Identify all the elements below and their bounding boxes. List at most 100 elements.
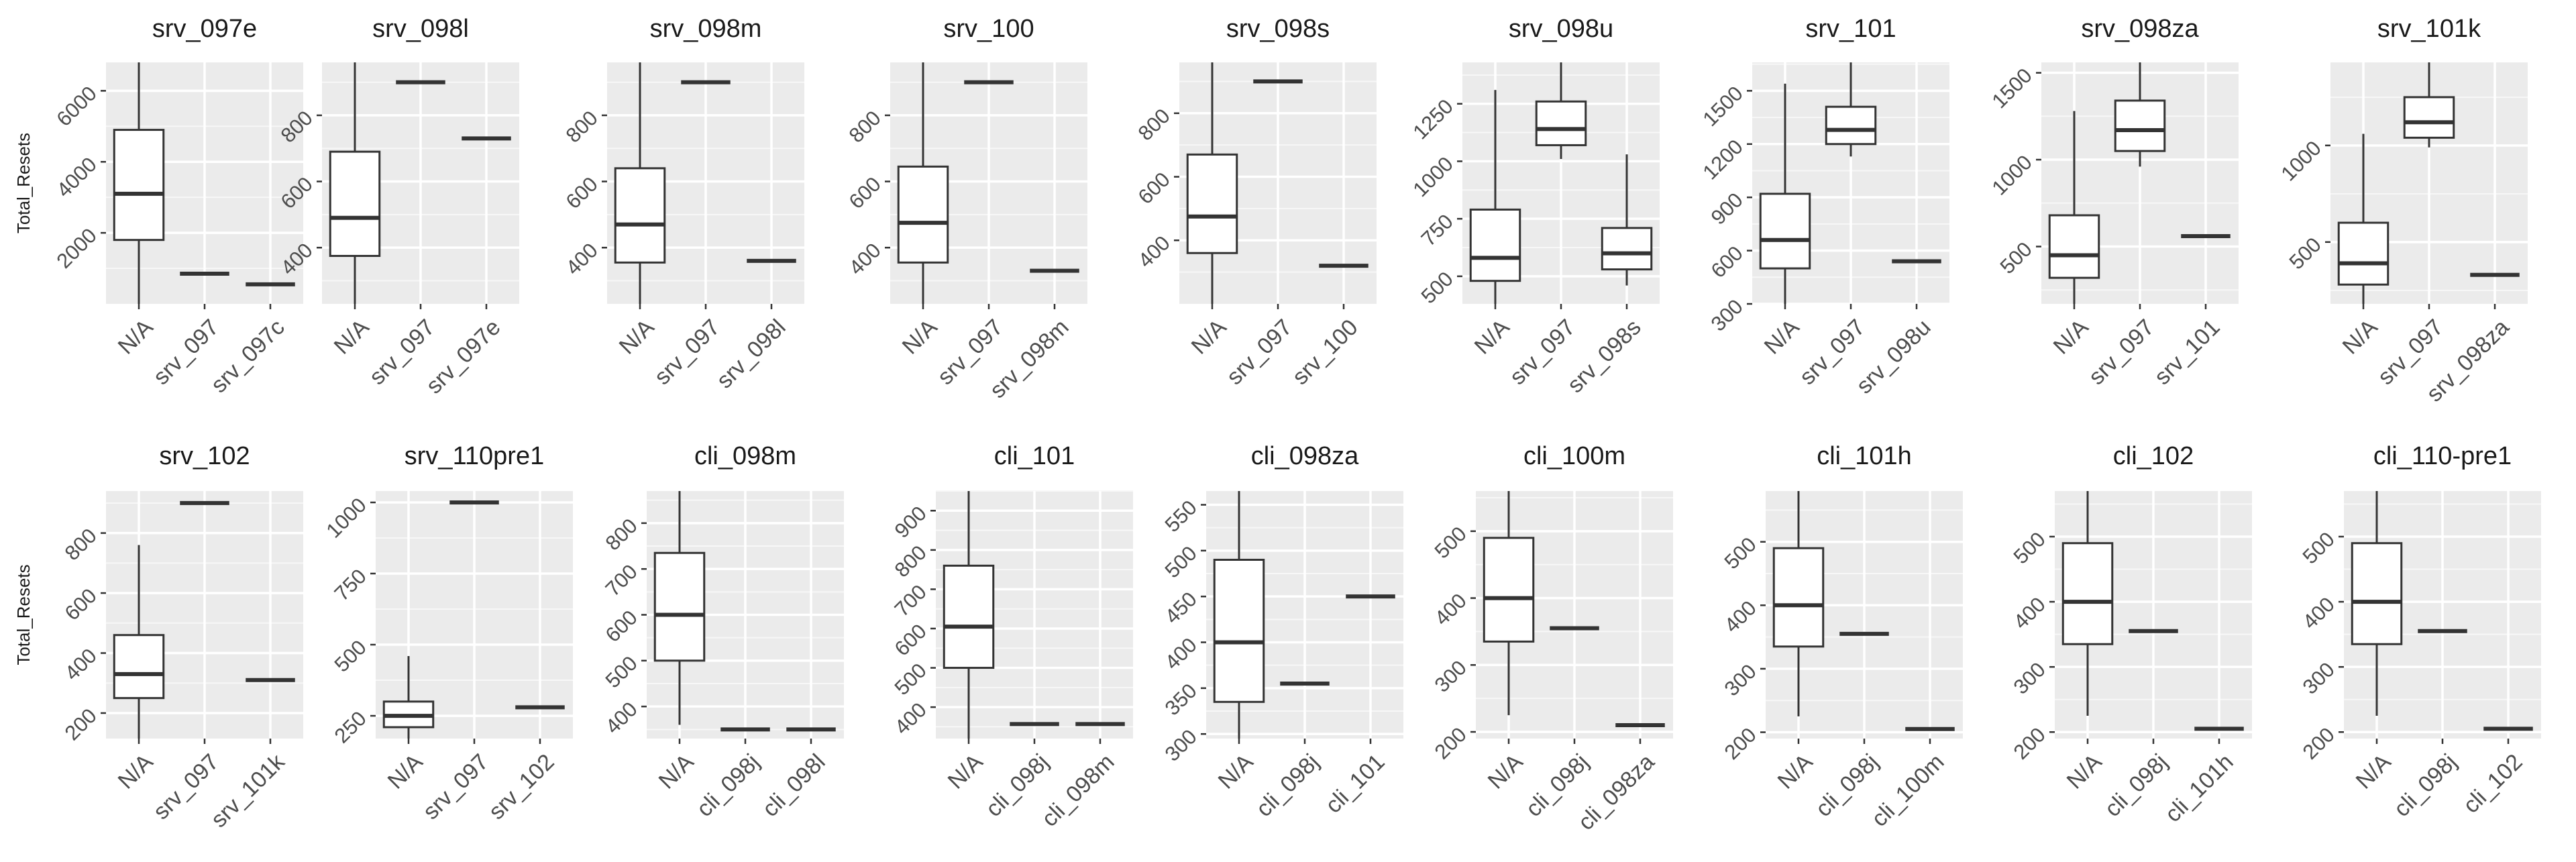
facet-title: srv_100 — [943, 15, 1034, 43]
box-body — [943, 564, 995, 669]
y-tick-label: 750 — [330, 564, 371, 605]
y-tick-label: 200 — [2009, 722, 2050, 763]
y-tick-label: 800 — [561, 106, 602, 147]
box-body — [2061, 542, 2114, 645]
y-tick-label: 400 — [601, 697, 642, 738]
y-tick-label: 600 — [561, 172, 602, 213]
x-tick-label: srv_097 — [2084, 315, 2159, 390]
x-tick-label: N/A — [113, 315, 158, 360]
box-body — [2114, 99, 2166, 152]
x-tick-label: srv_102 — [484, 749, 559, 824]
box-body — [113, 634, 165, 700]
x-tick-label: srv_097 — [649, 315, 724, 390]
y-tick-label: 500 — [1996, 237, 2037, 278]
y-tick-label: 2000 — [52, 223, 101, 273]
y-tick-label: 800 — [890, 541, 931, 582]
facet-title: srv_102 — [159, 442, 250, 470]
y-tick-label: 400 — [1720, 596, 1761, 637]
y-tick-label: 1000 — [1408, 152, 1458, 202]
box-cli-101-1 — [943, 491, 995, 739]
y-tick-label: 450 — [1161, 587, 1201, 628]
box-srv-098s-1 — [1186, 62, 1238, 304]
y-tick-label: 500 — [2285, 233, 2326, 274]
y-tick-label: 500 — [1430, 522, 1471, 563]
x-tick-label: N/A — [329, 315, 374, 360]
y-tick-label: 500 — [1417, 267, 1458, 308]
x-tick-label: N/A — [2338, 315, 2383, 360]
facet-title: srv_097e — [152, 15, 257, 43]
y-tick-label: 600 — [845, 172, 885, 213]
y-tick-label: 400 — [890, 698, 931, 739]
x-tick-label: N/A — [2062, 749, 2107, 794]
y-tick-label: 800 — [60, 524, 101, 565]
box-body — [614, 167, 666, 264]
box-cli-100m-1 — [1483, 491, 1535, 716]
x-tick-label: N/A — [1760, 315, 1805, 360]
facet-srv-101: 30060090012001500N/Asrv_097srv_098usrv_1… — [1698, 15, 1949, 399]
x-tick-label: N/A — [2351, 749, 2396, 794]
facet-title: srv_101 — [1805, 15, 1896, 43]
facet-title: srv_110pre1 — [405, 442, 544, 470]
y-tick-label: 1250 — [1408, 95, 1458, 144]
y-tick-label: 1500 — [1698, 82, 1748, 131]
box-body — [1772, 547, 1825, 648]
box-body — [2048, 214, 2100, 279]
box-srv-098za-1 — [2048, 111, 2100, 304]
x-tick-label: srv_097c — [206, 315, 289, 398]
y-tick-label: 300 — [2009, 657, 2050, 698]
y-tick-label: 800 — [845, 106, 885, 147]
x-tick-label: srv_100 — [1287, 315, 1362, 390]
y-tick-label: 400 — [561, 238, 602, 279]
y-tick-label: 500 — [1720, 533, 1761, 574]
y-tick-label: 600 — [601, 606, 642, 647]
box-srv-098u-2 — [1535, 62, 1587, 159]
box-srv-098za-2 — [2114, 62, 2166, 167]
box-body — [1213, 559, 1265, 703]
y-tick-label: 250 — [330, 706, 371, 747]
box-body — [1535, 100, 1587, 146]
box-body — [653, 551, 706, 662]
y-axis-title: Total_Resets — [13, 564, 34, 665]
facet-title: srv_098za — [2081, 15, 2199, 43]
y-tick-label: 1000 — [321, 493, 371, 543]
box-srv-098u-3 — [1601, 154, 1653, 286]
y-tick-label: 500 — [330, 635, 371, 676]
y-tick-label: 550 — [1161, 496, 1201, 537]
y-tick-label: 400 — [60, 644, 101, 685]
y-tick-label: 500 — [2298, 527, 2339, 568]
x-tick-label: N/A — [113, 749, 158, 794]
facet-cli-101: 400500600700800900N/Acli_098jcli_098mcli… — [890, 442, 1133, 832]
box-cli-102-1 — [2061, 491, 2114, 716]
box-srv-101k-2 — [2403, 62, 2455, 148]
y-tick-label: 750 — [1417, 209, 1458, 250]
x-tick-label: srv_098s — [1562, 315, 1646, 398]
box-cli-110-pre1-1 — [2351, 491, 2403, 716]
box-cli-101h-1 — [1772, 491, 1825, 716]
y-tick-label: 700 — [890, 580, 931, 621]
x-tick-label: srv_097 — [1222, 315, 1297, 390]
y-tick-label: 300 — [1161, 724, 1201, 765]
x-tick-label: N/A — [654, 749, 699, 794]
y-tick-label: 1000 — [1987, 150, 2037, 200]
box-srv-098m-1 — [614, 62, 666, 304]
y-tick-label: 900 — [890, 501, 931, 542]
facet-title: cli_098m — [694, 442, 796, 470]
facet-title: cli_102 — [2113, 442, 2194, 470]
y-tick-label: 200 — [1720, 723, 1761, 764]
x-tick-label: N/A — [383, 749, 428, 794]
x-tick-label: N/A — [943, 749, 988, 794]
box-body — [897, 165, 949, 264]
